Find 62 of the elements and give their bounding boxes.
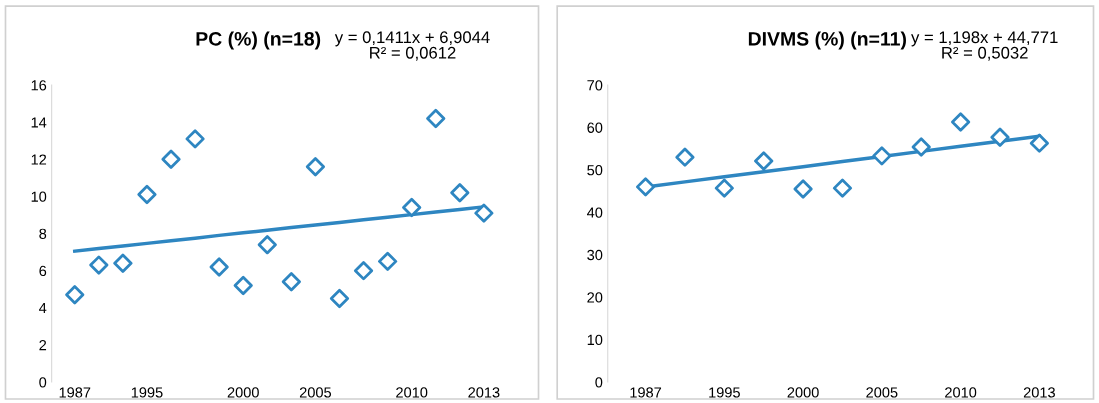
y-tick-label: 12 — [31, 154, 47, 165]
y-tick-label: 14 — [31, 117, 47, 128]
point — [257, 235, 277, 255]
point — [402, 197, 422, 218]
y-tick-label: 30 — [587, 249, 603, 261]
y-tick-label: 40 — [587, 207, 603, 218]
text: y = 0,1411x + 6,9044 R² = 0,0612 — [334, 31, 490, 61]
point — [1029, 133, 1049, 153]
point — [832, 178, 853, 198]
x-tick-label: 2013 — [1023, 387, 1055, 398]
point — [378, 251, 398, 271]
point — [426, 108, 446, 129]
x-tick-label: 1987 — [59, 387, 91, 398]
y-tick-label: 8 — [39, 228, 47, 239]
y-tick-label: 10 — [587, 334, 603, 346]
x-tick-label: 2000 — [227, 387, 259, 398]
y-tick-label: 20 — [587, 292, 603, 303]
x-tick-label: 1995 — [131, 387, 163, 398]
point — [675, 147, 695, 167]
point — [329, 288, 350, 309]
point — [89, 255, 109, 275]
point — [872, 146, 892, 166]
point — [474, 203, 494, 223]
point — [793, 179, 813, 199]
chart-title: PC (%) (n=18) — [196, 31, 321, 50]
x-tick-label: 2010 — [945, 387, 977, 398]
point — [209, 257, 229, 277]
point — [754, 151, 774, 171]
point — [113, 253, 133, 273]
point — [185, 129, 205, 149]
point — [911, 137, 931, 157]
x-tick-label: 2013 — [468, 387, 500, 398]
point — [233, 275, 253, 296]
point — [450, 183, 470, 203]
point — [990, 127, 1010, 147]
point — [281, 272, 301, 292]
y-tick-label: 0 — [595, 377, 603, 388]
y-tick-label: 60 — [587, 122, 603, 133]
y-tick-label: 6 — [39, 265, 47, 277]
point — [635, 177, 656, 197]
text: y = 1,198x + 44,771 R² = 0,5032 — [911, 31, 1058, 61]
x-tick-label: 2005 — [866, 387, 898, 398]
point — [305, 157, 326, 177]
point — [714, 178, 734, 198]
y-tick-label: 70 — [587, 80, 603, 91]
point — [137, 184, 157, 205]
point — [353, 261, 374, 281]
y-tick-label: 16 — [31, 80, 47, 91]
x-tick-label: 1995 — [709, 387, 740, 398]
x-tick-label: 2000 — [787, 387, 819, 398]
point — [65, 285, 85, 305]
y-tick-label: 4 — [39, 303, 47, 314]
y-tick-label: 10 — [31, 191, 47, 202]
chart-title: DIVMS (%) (n=11) — [748, 31, 906, 50]
point — [161, 149, 181, 169]
y-tick-label: 0 — [39, 377, 47, 388]
x-tick-label: 1987 — [630, 387, 662, 398]
y-tick-label: 50 — [587, 164, 603, 176]
y-tick-label: 2 — [39, 340, 47, 351]
point — [951, 112, 971, 132]
x-tick-label: 2010 — [396, 387, 428, 398]
x-tick-label: 2005 — [299, 387, 332, 398]
